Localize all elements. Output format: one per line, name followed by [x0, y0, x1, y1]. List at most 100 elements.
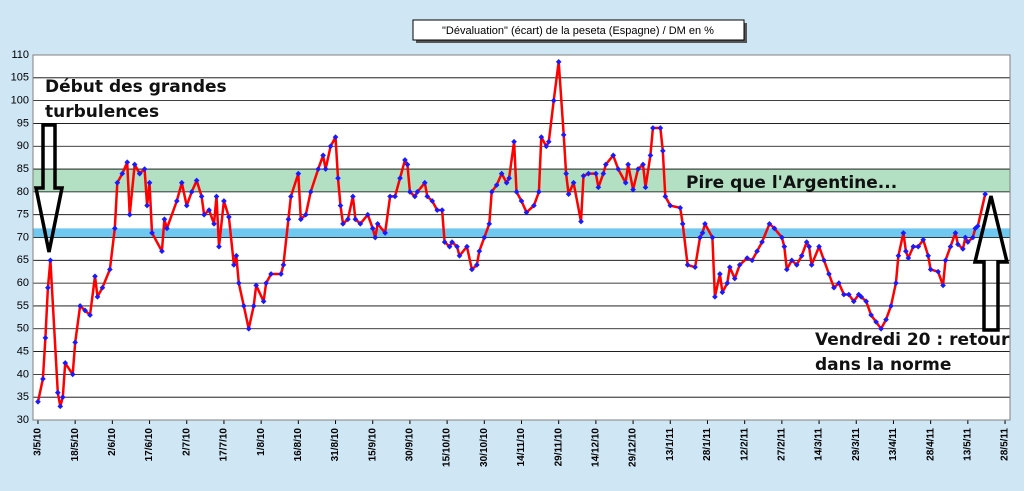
marker [216, 243, 222, 250]
marker [744, 255, 750, 261]
marker [446, 243, 453, 250]
marker [315, 166, 321, 172]
marker [536, 189, 542, 195]
marker [960, 246, 966, 252]
marker [340, 220, 346, 227]
marker [565, 191, 572, 197]
marker [493, 182, 500, 188]
marker [345, 216, 351, 223]
y-tick-label: 75 [17, 209, 29, 221]
marker [798, 252, 805, 259]
marker [297, 216, 304, 223]
marker [397, 175, 403, 182]
marker [173, 198, 180, 204]
marker [498, 170, 505, 177]
marker [893, 280, 899, 286]
marker [114, 179, 121, 186]
marker [642, 184, 649, 191]
marker [845, 291, 852, 298]
marker [260, 298, 267, 305]
marker [883, 316, 889, 323]
marker [382, 230, 388, 236]
marker [320, 152, 326, 159]
x-tick-label: 17/6/10 [144, 428, 155, 462]
marker [697, 234, 703, 241]
marker [77, 303, 83, 309]
marker [593, 170, 599, 177]
x-tick-label: 3/5/10 [33, 428, 44, 456]
marker [826, 271, 832, 277]
marker [511, 138, 517, 145]
marker [749, 257, 755, 264]
marker [726, 264, 733, 270]
marker [555, 59, 562, 65]
marker [759, 239, 765, 245]
marker [771, 225, 778, 232]
marker [307, 189, 314, 195]
marker [335, 175, 341, 182]
marker [578, 218, 584, 225]
marker [595, 184, 602, 191]
marker [878, 325, 884, 332]
y-tick-label: 85 [17, 163, 29, 175]
marker [920, 236, 927, 243]
y-tick-label: 110 [11, 49, 29, 61]
marker [942, 257, 949, 264]
y-tick-label: 105 [11, 72, 29, 84]
x-tick-label: 1/8/10 [256, 428, 267, 456]
marker [332, 134, 339, 140]
arrow-up [972, 195, 1010, 332]
marker [392, 193, 398, 200]
marker [235, 280, 242, 286]
plot-border [32, 54, 1011, 421]
x-tick-label: 2/7/10 [181, 428, 192, 456]
marker [523, 209, 530, 216]
marker [87, 312, 93, 318]
marker [940, 282, 946, 289]
annotation: Vendredi 20 : retour [815, 330, 1010, 350]
marker [858, 293, 865, 300]
marker [731, 275, 738, 282]
marker [662, 193, 669, 200]
marker [679, 220, 686, 227]
x-tick-label: 30/9/10 [405, 428, 416, 462]
marker [724, 280, 731, 286]
marker [469, 266, 475, 273]
marker [178, 179, 185, 186]
marker [600, 170, 607, 177]
arrow-down [33, 123, 65, 253]
y-tick-label: 35 [17, 391, 29, 403]
marker [424, 193, 431, 200]
marker [337, 202, 344, 209]
y-tick-label: 100 [11, 95, 29, 107]
marker [974, 223, 981, 229]
marker [481, 234, 488, 241]
marker [915, 243, 922, 250]
x-tick-label: 15/10/10 [442, 428, 453, 467]
marker [952, 230, 959, 236]
x-tick-label: 17/7/10 [219, 428, 230, 462]
y-tick-label: 65 [17, 254, 29, 266]
marker [372, 234, 379, 241]
marker [107, 266, 113, 273]
marker [513, 189, 520, 195]
marker [712, 293, 718, 300]
marker [131, 161, 138, 168]
y-tick-label: 40 [17, 368, 29, 380]
marker [414, 189, 421, 195]
marker [322, 166, 329, 172]
marker [245, 325, 252, 332]
marker [873, 319, 879, 325]
marker [709, 234, 716, 241]
marker [821, 257, 827, 264]
marker [412, 193, 418, 200]
marker [563, 170, 569, 177]
marker [585, 170, 592, 177]
marker [421, 179, 428, 186]
chart-title: "Dévaluation" (écart) de la peseta (Espa… [442, 25, 714, 37]
marker [570, 179, 577, 186]
marker [369, 225, 376, 232]
marker [982, 191, 989, 197]
marker [374, 220, 381, 227]
x-tick-label: 16/8/10 [293, 428, 304, 462]
